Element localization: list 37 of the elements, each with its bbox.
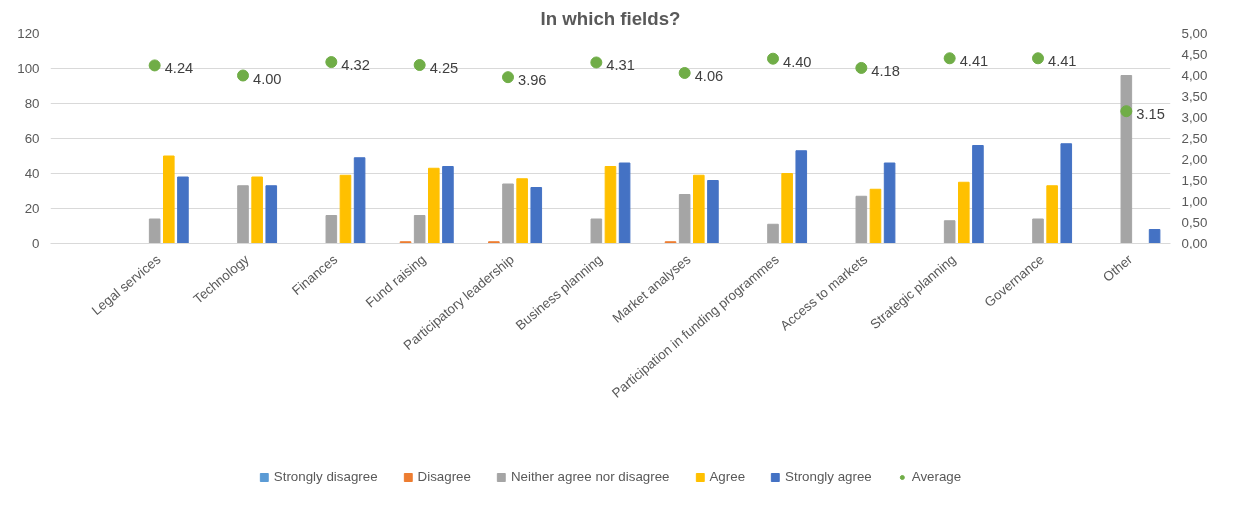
y-tick-label: 100	[17, 61, 40, 76]
data-label: 4.25	[429, 60, 459, 76]
y-tick-label: 20	[24, 201, 40, 216]
y-tick-label: 120	[17, 26, 40, 41]
y2-tick-label: 1,50	[1181, 173, 1208, 188]
y2-tick-label: 4,50	[1181, 47, 1208, 62]
y2-tick-label: 3,00	[1181, 110, 1208, 125]
y2-tick-label: 1,00	[1181, 194, 1208, 209]
y-tick-label: 80	[24, 96, 40, 111]
y-tick-label: 60	[24, 131, 40, 146]
data-label: 4.41	[959, 53, 989, 70]
legend-label: Strongly agree	[785, 469, 872, 484]
y2-tick-label: 4,00	[1181, 68, 1208, 83]
chart-title: In which fields?	[540, 7, 681, 29]
y2-tick-label: 0,00	[1181, 236, 1208, 251]
y2-tick-label: 5,00	[1181, 26, 1208, 41]
data-label: 4.06	[694, 67, 724, 84]
data-label: 4.31	[606, 57, 635, 74]
legend-label: Average	[911, 469, 962, 484]
data-label: 4.32	[341, 57, 370, 74]
data-label: 4.24	[164, 60, 194, 77]
legend-label: Strongly disagree	[273, 469, 378, 484]
y2-tick-label: 2,50	[1181, 131, 1208, 146]
y-tick-label: 0	[32, 236, 40, 251]
y2-tick-label: 0,50	[1181, 215, 1208, 230]
legend-label: Agree	[709, 469, 746, 484]
legend-label: Disagree	[417, 469, 471, 484]
y-tick-label: 40	[24, 166, 40, 181]
legend-label: Neither agree nor disagree	[510, 469, 670, 484]
data-label: 3.96	[518, 72, 547, 89]
data-label: 4.41	[1048, 53, 1077, 70]
data-label: 4.40	[783, 53, 812, 70]
data-label: 4.18	[871, 62, 900, 79]
data-label: 4.00	[253, 70, 282, 87]
y2-tick-label: 3,50	[1181, 89, 1208, 104]
data-label: 3.15	[1136, 106, 1165, 123]
y2-tick-label: 2,00	[1181, 152, 1208, 167]
